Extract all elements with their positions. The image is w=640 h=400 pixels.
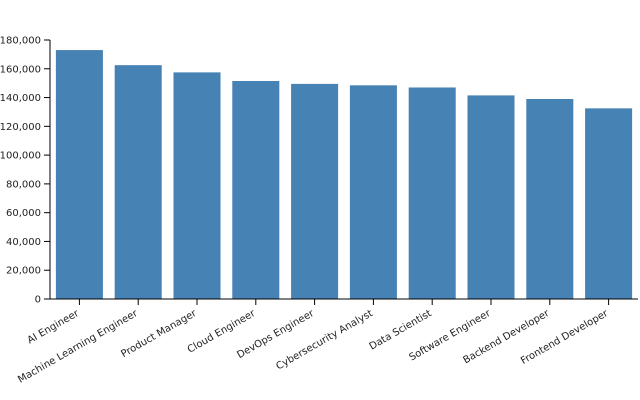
- y-tick-label: 180,000: [0, 36, 41, 47]
- y-tick-label: 0: [35, 295, 41, 306]
- y-tick-label: 40,000: [6, 237, 41, 248]
- bar: [173, 72, 221, 299]
- y-tick-label: 100,000: [0, 151, 41, 162]
- y-axis: 0 20,000 40,000 60,000 80,000 100,000 120,000 1…: [0, 36, 51, 306]
- y-tick-label: 60,000: [6, 208, 41, 219]
- bar: [232, 81, 280, 299]
- bar: [114, 65, 162, 299]
- x-tick-label: AI Engineer: [26, 308, 82, 347]
- bars: [55, 50, 633, 300]
- bar: [526, 98, 574, 299]
- bar: [408, 87, 456, 299]
- bar: [55, 50, 103, 300]
- bar: [291, 83, 339, 299]
- y-tick-label: 80,000: [6, 179, 41, 190]
- y-tick-label: 160,000: [0, 64, 41, 75]
- y-tick-label: 120,000: [0, 122, 41, 133]
- y-tick-label: 20,000: [6, 266, 41, 277]
- x-tick-label: Cybersecurity Analyst: [274, 308, 375, 372]
- bar: [349, 85, 397, 299]
- bar: [585, 108, 633, 299]
- y-tick-label: 140,000: [0, 93, 41, 104]
- x-tick-label: Machine Learning Engineer: [16, 308, 140, 386]
- bar: [467, 95, 515, 300]
